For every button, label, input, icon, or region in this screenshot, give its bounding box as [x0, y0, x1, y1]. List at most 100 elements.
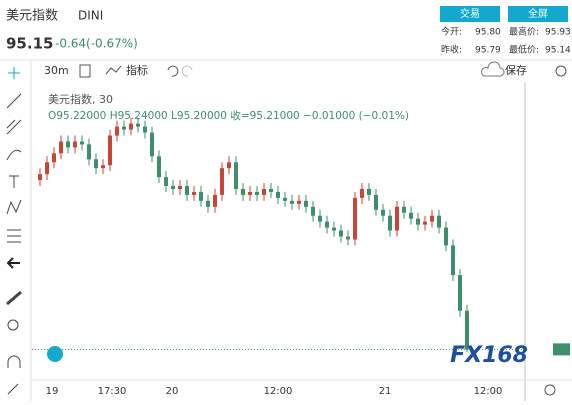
candle-body — [199, 191, 203, 201]
trade-button[interactable] — [440, 6, 500, 22]
candle-body — [164, 177, 168, 187]
candle-body — [311, 206, 315, 216]
stat-label: 昨收: — [441, 44, 462, 56]
candle-body — [143, 126, 147, 133]
candle-body — [171, 186, 175, 189]
settings[interactable] — [555, 65, 567, 77]
fullscreen-button[interactable] — [508, 6, 568, 22]
candle-body — [213, 194, 217, 207]
legend-name: 美元指数, 30 — [48, 92, 113, 106]
candle-body — [129, 123, 133, 130]
symbol: DINI — [78, 9, 103, 23]
candle-body — [94, 159, 98, 169]
last-price-badge — [553, 343, 570, 356]
candle-body — [136, 123, 140, 127]
candle-body — [122, 126, 126, 130]
line-tool[interactable] — [6, 93, 22, 109]
fib-tool[interactable] — [6, 119, 22, 135]
candle-body — [283, 197, 287, 201]
candle-body — [59, 141, 63, 154]
zoom-tool[interactable] — [7, 319, 19, 331]
candle-body — [248, 191, 252, 195]
candle-body — [297, 200, 301, 204]
time-label: 17:30 — [98, 386, 127, 397]
title: 美元指数 — [6, 9, 58, 24]
candle-body — [269, 188, 273, 192]
candle-body — [241, 188, 245, 195]
candle-body — [234, 162, 238, 189]
candle-body — [451, 245, 455, 276]
stat-value: 95.93 — [545, 28, 571, 38]
time-label: 19 — [46, 386, 59, 397]
gann-tool[interactable] — [7, 229, 21, 243]
candle-body — [423, 221, 427, 225]
cloud-badge — [47, 346, 63, 362]
interval[interactable]: 30m — [44, 64, 69, 77]
candle-body — [255, 191, 259, 195]
candle-body — [367, 188, 371, 195]
crosshair-tool[interactable] — [8, 67, 20, 79]
candle-body — [108, 135, 112, 166]
candle-body — [325, 221, 329, 228]
watermark: FX168 — [450, 343, 528, 368]
candle-body — [290, 200, 294, 204]
plot: 19 17:30 20 12:00 21 12:00 — [32, 117, 570, 397]
text-tool[interactable] — [9, 175, 19, 188]
stat-value: 95.14 — [545, 46, 571, 56]
trade-label: 交易 — [460, 7, 480, 20]
candle-body — [409, 212, 413, 219]
drawing-tools — [6, 67, 22, 395]
stat-label: 最高价: — [509, 26, 539, 38]
candle-body — [381, 209, 385, 216]
candle-body — [101, 165, 105, 169]
candle-body — [220, 168, 224, 195]
save[interactable]: 保存 — [505, 63, 527, 77]
candle-body — [185, 186, 189, 195]
candle-body — [115, 126, 119, 136]
candle-body — [388, 215, 392, 231]
indicator-icon[interactable] — [105, 65, 122, 75]
price: 95.15 — [6, 35, 53, 53]
indicators[interactable]: 指标 — [126, 63, 148, 77]
eraser-tool[interactable] — [7, 383, 19, 395]
back-tool[interactable] — [6, 257, 20, 269]
brush-tool[interactable] — [6, 149, 22, 161]
candle-body — [87, 144, 91, 160]
candle-body — [353, 197, 357, 240]
candle-body — [157, 156, 161, 178]
candle-body — [45, 162, 49, 175]
candle-body — [402, 206, 406, 213]
candle-body — [66, 141, 70, 148]
candle-body — [444, 227, 448, 246]
legend-ohlc: O95.22000 H95.24000 L95.20000 收=95.21000… — [48, 109, 409, 122]
candle-body — [465, 310, 469, 350]
axis-settings[interactable] — [544, 384, 556, 396]
candle-body — [150, 132, 154, 157]
fullscreen-label: 全屏 — [528, 7, 548, 20]
candle-body — [395, 206, 399, 231]
pattern-tool[interactable] — [6, 199, 22, 215]
cloud-icon[interactable] — [481, 61, 505, 77]
ruler-tool[interactable] — [6, 290, 22, 306]
stat-value: 95.79 — [475, 46, 501, 56]
time-label: 12:00 — [264, 386, 293, 397]
candle-body — [416, 218, 420, 225]
candle-icon[interactable] — [79, 64, 91, 78]
candle-body — [360, 188, 364, 198]
undo[interactable] — [167, 65, 179, 77]
stat-value: 95.80 — [475, 28, 501, 38]
candle-body — [80, 141, 84, 145]
candle-body — [332, 227, 336, 231]
time-label: 20 — [166, 386, 179, 397]
redo[interactable] — [181, 65, 193, 77]
candle-body — [73, 141, 77, 148]
candle-body — [206, 200, 210, 207]
stat-label: 最低价: — [509, 44, 539, 56]
magnet-tool[interactable] — [7, 355, 21, 368]
candle-body — [262, 188, 266, 195]
time-label: 21 — [379, 386, 392, 397]
candle-body — [346, 236, 350, 240]
change: -0.64(-0.67%) — [55, 37, 138, 51]
candle-body — [430, 215, 434, 222]
